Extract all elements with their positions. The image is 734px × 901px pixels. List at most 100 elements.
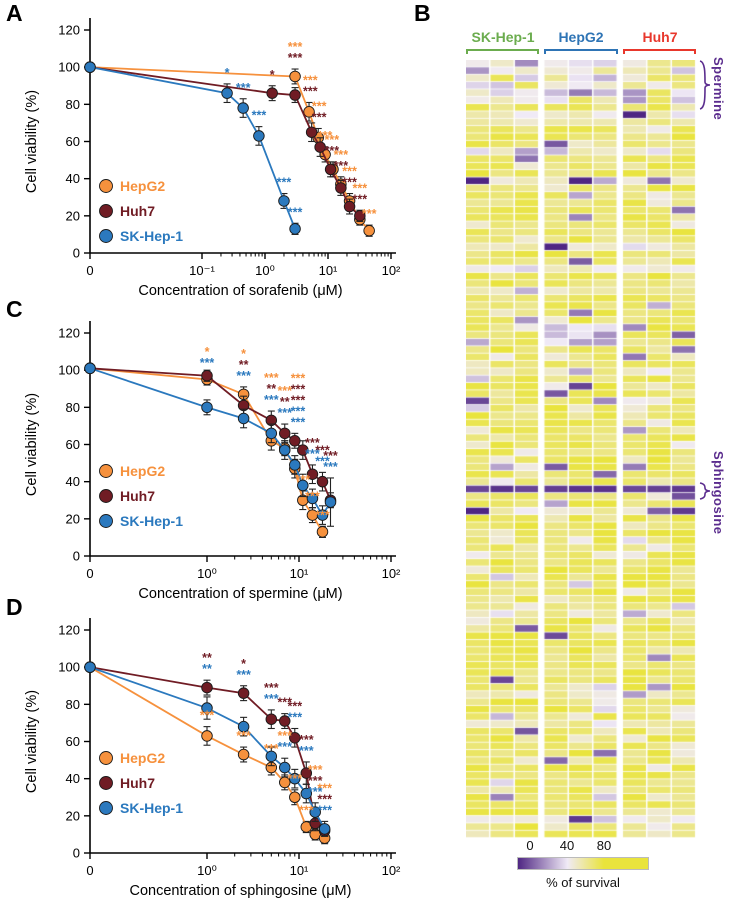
heatmap-column-group-huh7-label: Huh7: [642, 29, 678, 45]
legend-marker: [99, 179, 113, 193]
data-point: [306, 492, 319, 505]
svg-text:Concentration of sphingosine (: Concentration of sphingosine (μM): [130, 883, 352, 899]
significance-marks: ***: [288, 51, 303, 65]
data-point: [289, 89, 301, 101]
significance-marks: ***: [252, 109, 267, 123]
legend-marker: [99, 801, 113, 815]
legend-marker: [99, 204, 113, 218]
svg-text:120: 120: [58, 23, 80, 38]
svg-text:0: 0: [73, 846, 80, 861]
significance-marks: *: [241, 347, 246, 361]
significance-marks: ***: [362, 207, 377, 221]
significance-marks: ***: [325, 144, 340, 158]
svg-text:80: 80: [66, 97, 80, 112]
svg-text:10⁰: 10⁰: [255, 263, 275, 278]
data-point: [289, 772, 301, 785]
data-point: [84, 61, 96, 73]
colorbar-label: % of survival: [546, 875, 620, 890]
data-point: [84, 661, 96, 673]
significance-marks: ***: [299, 744, 314, 758]
significance-marks: ***: [353, 192, 368, 206]
significance-marks: ***: [200, 356, 215, 370]
data-point: [305, 126, 318, 138]
data-point: [237, 720, 250, 733]
data-point: [300, 787, 313, 800]
data-point: [221, 87, 233, 99]
panel-a-letter: A: [6, 0, 23, 26]
significance-marks: ***: [277, 729, 292, 743]
series-HepG2: [84, 661, 331, 845]
significance-marks: ***: [315, 508, 330, 522]
series-SK-Hep-1: [84, 661, 331, 837]
svg-text:60: 60: [66, 437, 80, 452]
panel-b-letter: B: [414, 0, 431, 26]
significance-marks: **: [239, 358, 249, 372]
data-point: [297, 479, 309, 492]
data-point: [237, 687, 250, 699]
significance-marks: ***: [236, 668, 251, 682]
significance-marks: ***: [296, 473, 311, 487]
significance-marks: ***: [264, 371, 279, 385]
svg-text:100: 100: [58, 363, 80, 378]
data-point: [201, 369, 213, 382]
data-point: [289, 732, 301, 744]
svg-text:10⁰: 10⁰: [197, 863, 217, 878]
svg-text:10²: 10²: [382, 263, 401, 278]
data-point: [265, 750, 278, 763]
sphingosine-annotation: Sphingosine: [711, 451, 726, 535]
data-point: [84, 362, 96, 375]
svg-text:20: 20: [66, 208, 80, 223]
svg-text:0: 0: [86, 263, 93, 278]
data-point: [278, 761, 291, 774]
legend-label: SK-Hep-1: [120, 800, 183, 816]
svg-text:100: 100: [58, 660, 80, 675]
significance-marks: ***: [236, 369, 251, 383]
significance-marks: ***: [308, 785, 323, 799]
data-point: [266, 87, 278, 99]
svg-text:10²: 10²: [382, 863, 401, 878]
series-SK-Hep-1: [84, 362, 337, 527]
significance-marks: ***: [291, 371, 306, 385]
data-point: [316, 509, 329, 521]
legend-marker: [99, 514, 113, 528]
metabolite-survival-heatmap: [466, 60, 696, 838]
legend-label: HepG2: [120, 750, 165, 766]
data-point: [324, 496, 337, 508]
significance-marks: ***: [264, 692, 279, 706]
data-point: [237, 412, 250, 425]
spermine-dose-response-chart: 0 20 40 60 80 100 120 0 10⁰ 10¹ 10² Concentration o…: [24, 321, 401, 602]
significance-marks: ***: [277, 740, 292, 754]
spermine-annotation: Spermine: [711, 57, 726, 121]
significance-marks: ***: [299, 803, 314, 817]
significance-marks: ***: [303, 84, 318, 98]
legend-label: HepG2: [120, 178, 165, 194]
significance-marks: ***: [305, 447, 320, 461]
panel-c-letter: C: [6, 296, 23, 322]
significance-marks: **: [280, 395, 290, 409]
data-point: [278, 427, 291, 440]
data-point: [343, 200, 356, 213]
colorbar-tick-80: 80: [596, 838, 612, 853]
data-point: [297, 444, 309, 456]
significance-marks: ***: [264, 393, 279, 407]
svg-text:20: 20: [66, 808, 80, 823]
significance-marks: ***: [308, 774, 323, 788]
significance-marks: ***: [305, 490, 320, 504]
colorbar-tick-40: 40: [559, 838, 575, 853]
significance-marks: **: [202, 651, 212, 665]
significance-marks: ***: [264, 742, 279, 756]
significance-marks: **: [202, 662, 212, 676]
significance-marks: ***: [342, 165, 357, 179]
significance-marks: ***: [334, 159, 349, 173]
svg-text:Concentration of sorafenib (μM: Concentration of sorafenib (μM): [138, 283, 342, 299]
significance-marks: ***: [288, 205, 303, 219]
legend-marker: [99, 464, 113, 478]
svg-text:0: 0: [73, 549, 80, 564]
significance-marks: ***: [318, 129, 333, 143]
significance-marks: ***: [277, 696, 292, 710]
legend-label: Huh7: [120, 775, 155, 791]
significance-marks: ***: [308, 763, 323, 777]
heatmap-column-group-hepg2-label: HepG2: [558, 29, 604, 45]
sphingosine-dose-response-chart: 0 20 40 60 80 100 120 0 10⁰ 10¹ 10² Concentration o…: [24, 618, 401, 899]
significance-marks: ***: [277, 176, 292, 190]
